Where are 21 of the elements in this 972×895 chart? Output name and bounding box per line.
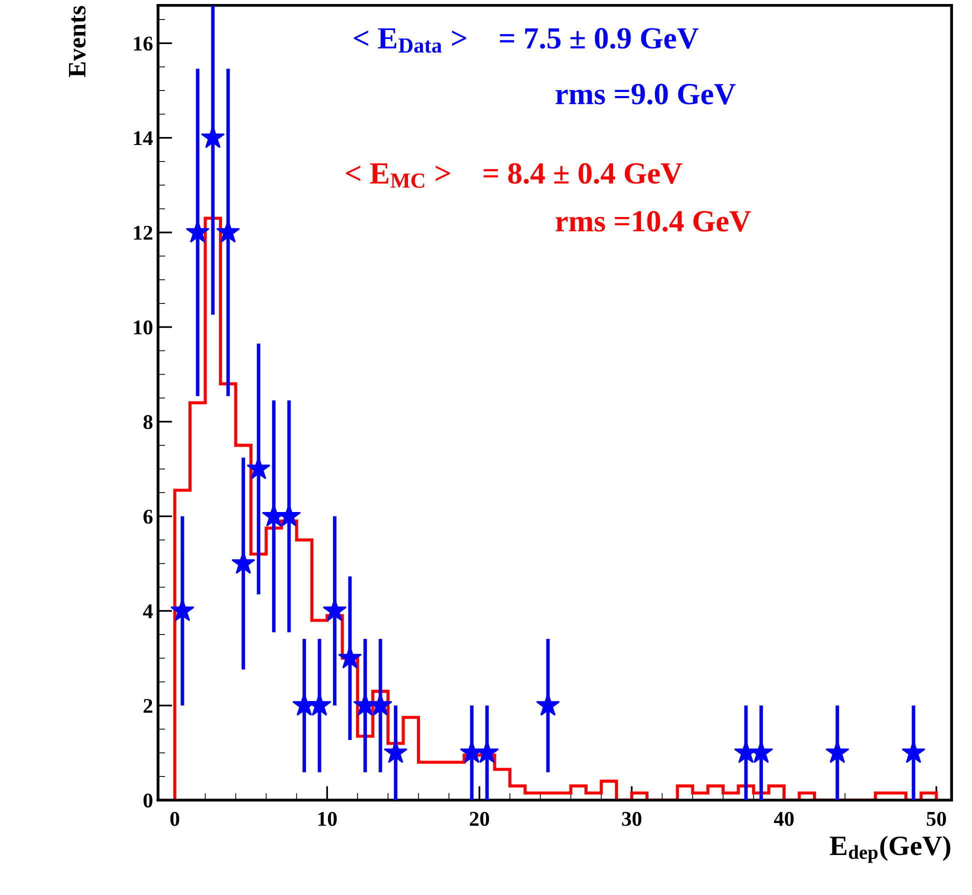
annotation: rms =10.4 GeV xyxy=(556,210,751,232)
y-tick-label: 2 xyxy=(144,698,152,713)
annotation: < E$_{MC}$ > = 8.4 ± 0.4 GeV xyxy=(346,163,682,188)
y-axis-title: Events xyxy=(68,6,86,78)
y-tick-label: 10 xyxy=(134,320,152,334)
y-tick-label: 0 xyxy=(144,794,152,808)
x-tick-label: 40 xyxy=(774,812,794,826)
y-tick-label: 12 xyxy=(134,226,152,240)
x-tick-label: 30 xyxy=(622,812,642,826)
y-tick-label: 4 xyxy=(143,604,153,618)
x-axis-title: E$_{dep}$(GeV) xyxy=(830,836,950,863)
annotation: < E$_{Data}$ > = 7.5 ± 0.9 GeV xyxy=(354,28,699,53)
x-tick-label: 50 xyxy=(926,812,946,826)
y-tick-label: 6 xyxy=(143,510,153,524)
y-tick-label: 8 xyxy=(143,415,152,430)
y-tick-label: 14 xyxy=(134,131,153,146)
y-tick-label: 16 xyxy=(134,36,153,51)
x-tick-label: 20 xyxy=(470,812,490,826)
x-tick-label: 0 xyxy=(170,812,180,826)
x-tick-label: 10 xyxy=(318,812,337,826)
annotation: rms =9.0 GeV xyxy=(556,84,736,105)
